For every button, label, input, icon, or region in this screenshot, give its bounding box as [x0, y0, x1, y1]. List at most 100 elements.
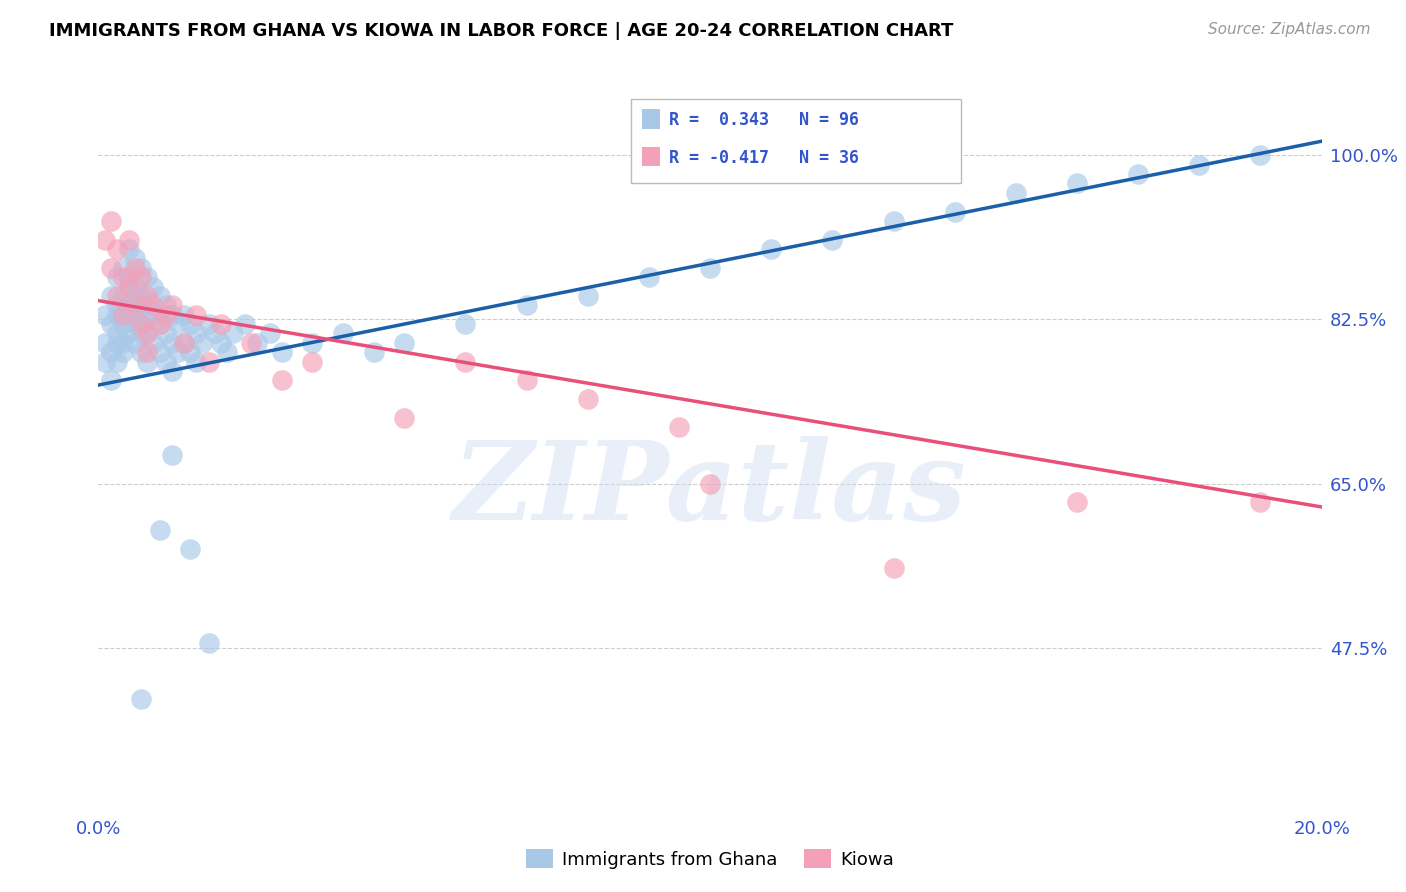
Point: [100, 345, 122, 359]
Point: [209, 317, 232, 331]
Point: [100, 214, 122, 228]
Point: [883, 561, 905, 575]
Point: [111, 335, 134, 350]
Point: [142, 279, 165, 293]
Point: [105, 270, 128, 285]
Point: [821, 233, 844, 247]
Point: [270, 345, 292, 359]
Point: [943, 204, 966, 219]
Point: [111, 308, 134, 322]
Point: [136, 289, 159, 303]
Point: [129, 270, 152, 285]
Point: [105, 298, 128, 312]
Point: [124, 279, 146, 293]
Point: [197, 636, 219, 650]
Point: [124, 260, 146, 275]
Text: R =  0.343   N = 96: R = 0.343 N = 96: [669, 112, 859, 129]
Point: [105, 326, 128, 341]
Point: [179, 542, 201, 557]
Point: [197, 354, 219, 368]
Point: [222, 326, 245, 341]
Point: [332, 326, 354, 341]
Point: [167, 345, 190, 359]
Point: [105, 289, 128, 303]
Point: [100, 373, 122, 387]
Point: [149, 289, 172, 303]
Point: [100, 289, 122, 303]
Point: [118, 279, 141, 293]
Point: [1004, 186, 1026, 200]
Point: [1066, 177, 1088, 191]
Point: [259, 326, 281, 341]
Point: [1249, 495, 1271, 509]
Point: [124, 335, 146, 350]
Point: [363, 345, 385, 359]
Point: [118, 298, 141, 312]
Point: [637, 270, 661, 285]
Point: [118, 326, 141, 341]
Point: [93, 335, 115, 350]
Point: [516, 373, 538, 387]
Point: [124, 289, 146, 303]
Point: [111, 289, 134, 303]
Point: [118, 233, 141, 247]
Point: [136, 270, 159, 285]
Point: [270, 373, 292, 387]
Point: [100, 260, 122, 275]
Point: [129, 298, 152, 312]
Point: [118, 242, 141, 256]
Point: [576, 392, 599, 406]
Point: [160, 449, 183, 463]
Point: [129, 289, 152, 303]
Text: Source: ZipAtlas.com: Source: ZipAtlas.com: [1208, 22, 1371, 37]
Point: [240, 335, 263, 350]
Point: [136, 345, 159, 359]
Text: IMMIGRANTS FROM GHANA VS KIOWA IN LABOR FORCE | AGE 20-24 CORRELATION CHART: IMMIGRANTS FROM GHANA VS KIOWA IN LABOR …: [49, 22, 953, 40]
Point: [246, 335, 269, 350]
Point: [118, 308, 141, 322]
Point: [100, 317, 122, 331]
Point: [149, 524, 172, 538]
Point: [111, 308, 134, 322]
Point: [576, 289, 599, 303]
Point: [118, 270, 141, 285]
Point: [129, 326, 152, 341]
Point: [129, 260, 152, 275]
Point: [392, 410, 416, 425]
Point: [129, 692, 152, 706]
Point: [93, 233, 115, 247]
Point: [699, 476, 721, 491]
Point: [111, 345, 134, 359]
Point: [129, 317, 152, 331]
Point: [160, 335, 183, 350]
Point: [142, 298, 165, 312]
Point: [173, 335, 195, 350]
Point: [1066, 495, 1088, 509]
Point: [173, 335, 195, 350]
Point: [93, 354, 115, 368]
Point: [124, 298, 146, 312]
Point: [160, 308, 183, 322]
Point: [149, 308, 172, 322]
Point: [93, 308, 115, 322]
Point: [186, 354, 208, 368]
Point: [516, 298, 538, 312]
Point: [215, 345, 238, 359]
Point: [124, 252, 146, 266]
Point: [149, 317, 172, 331]
Point: [186, 326, 208, 341]
Point: [179, 317, 201, 331]
Point: [160, 364, 183, 378]
Point: [233, 317, 256, 331]
Point: [668, 420, 690, 434]
Point: [118, 279, 141, 293]
Legend: Immigrants from Ghana, Kiowa: Immigrants from Ghana, Kiowa: [519, 842, 901, 876]
Point: [454, 317, 477, 331]
Point: [124, 317, 146, 331]
Point: [301, 354, 323, 368]
Point: [1128, 167, 1150, 181]
Point: [129, 317, 152, 331]
Point: [1249, 148, 1271, 162]
Point: [136, 326, 159, 341]
Point: [160, 298, 183, 312]
